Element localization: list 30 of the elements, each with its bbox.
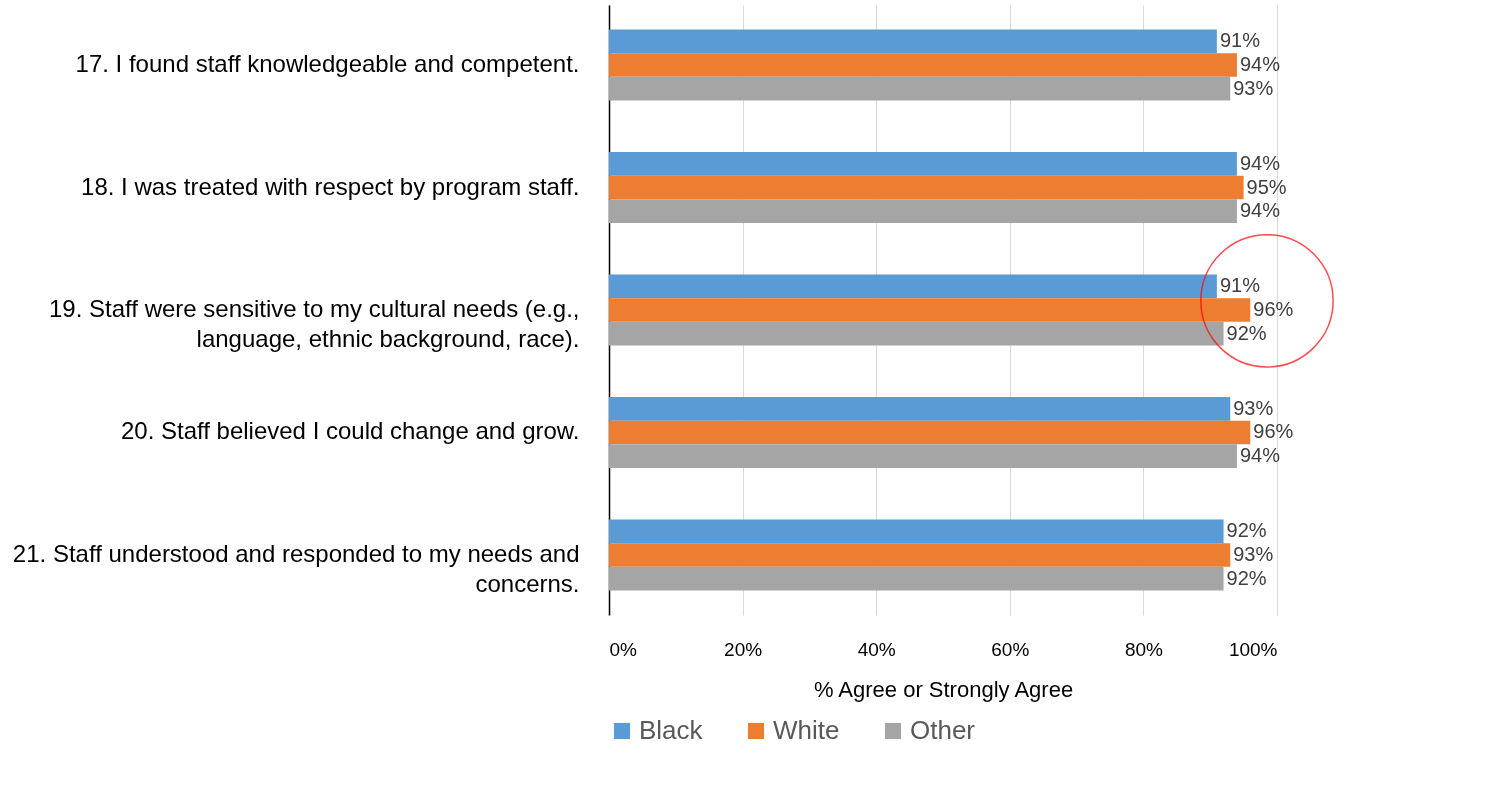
data-label: 94% <box>1239 199 1281 222</box>
x-tick-label: 20% <box>724 638 763 660</box>
data-label: 94% <box>1239 151 1281 174</box>
data-label: 93% <box>1233 542 1274 565</box>
legend-label: Black <box>639 715 704 745</box>
y-tick-label: 19. Staff were sensitive to my cultural needs (e.g., language, ethnic background, race). <box>49 295 580 352</box>
y-tick-label: 21. Staff understood and responded to my needs and concerns. <box>12 539 580 597</box>
data-label: 92% <box>1226 321 1267 344</box>
y-tick-label: 17. I found staff knowledgeable and competent. <box>75 50 580 78</box>
x-tick-label: 100% <box>1228 638 1278 660</box>
x-tick-label: 0% <box>609 638 638 660</box>
x-tick-label: 80% <box>1124 638 1164 660</box>
data-label: 94% <box>1239 444 1281 467</box>
x-axis-title: % Agree or Strongly Agree <box>813 676 1074 702</box>
data-label: 91% <box>1219 274 1261 297</box>
data-label: 93% <box>1233 76 1274 99</box>
data-label: 96% <box>1253 298 1294 320</box>
x-tick-label: 40% <box>857 638 896 660</box>
y-tick-label: 18. I was treated with respect by program staff. <box>81 172 580 200</box>
data-label: 91% <box>1219 29 1261 52</box>
data-label: 93% <box>1233 396 1274 419</box>
data-label: 92% <box>1226 519 1267 542</box>
legend-label: Other <box>910 715 976 745</box>
data-label: 94% <box>1239 53 1281 76</box>
x-tick-label: 60% <box>991 638 1030 660</box>
data-label: 95% <box>1246 175 1287 198</box>
data-label: 96% <box>1253 420 1294 443</box>
data-label: 92% <box>1226 566 1267 589</box>
y-tick-label: 20. Staff believed I could change and grow. <box>120 417 580 445</box>
legend-label: White <box>773 715 840 745</box>
